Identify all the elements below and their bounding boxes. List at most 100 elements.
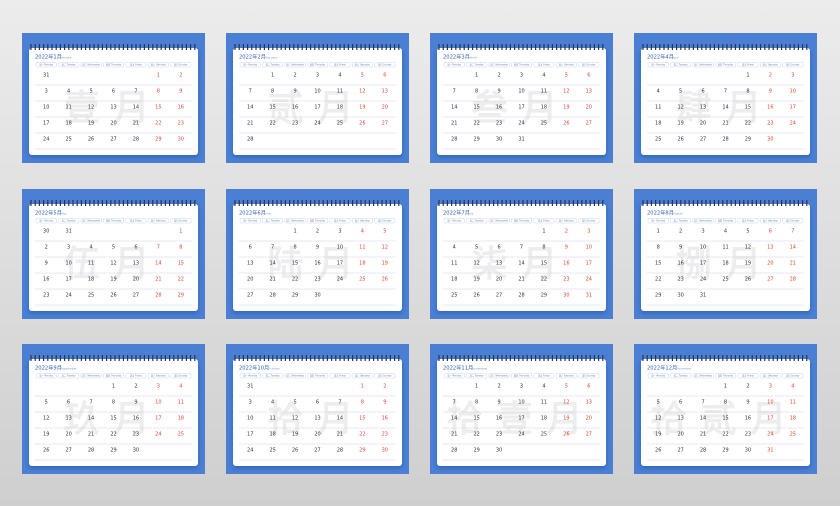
day-number: 11 [359,245,365,251]
day-number: 15 [722,416,728,422]
day-number: 18 [790,416,796,422]
day-number: 9 [746,400,749,406]
weekday-pill [170,62,192,68]
weekday-pill [239,218,261,224]
weekday-pill [374,62,396,68]
day-number: 8 [271,89,274,95]
day-number: 25 [269,448,275,454]
day-number: 2 [769,73,772,79]
day-number: 26 [292,448,298,454]
weekday-pill [466,62,488,68]
day-number: 29 [110,448,116,454]
weekday-label: 周五 Friday [130,218,142,222]
weekday-pill [351,62,373,68]
weekday-pill [103,373,124,379]
day-number: 15 [473,105,479,111]
day-number: 22 [541,277,547,283]
weekday-pill [533,373,555,379]
day-number: 21 [451,121,457,127]
day-number: 30 [563,293,569,299]
day-number: 16 [43,277,49,283]
day-number: 17 [314,105,320,111]
day-number: 1 [112,384,115,390]
day-number: 19 [110,277,116,283]
weekday-label: 周三 Wednesday [286,62,304,66]
day-number: 26 [382,277,388,283]
day-number: 28 [133,137,139,143]
weekday-label: 周一 Monday [39,218,53,222]
day-number: 27 [314,448,320,454]
weekday-pill [80,62,102,68]
day-number: 24 [314,121,320,127]
day-number: 28 [518,293,524,299]
weekday-pill [147,373,169,379]
day-number: 6 [701,89,704,95]
weekday-pill [759,218,781,224]
day-number: 29 [473,137,479,143]
day-number: 26 [655,448,661,454]
day-number: 16 [745,416,751,422]
weekday-pill [351,373,373,379]
day-number: 2 [45,245,48,251]
day-number: 23 [133,432,139,438]
weekday-label: 周五 Friday [130,62,142,66]
day-number: 1 [179,229,182,235]
day-number: 6 [134,245,137,251]
weekday-pill [329,62,351,68]
weekday-label: 周一 Monday [447,373,461,377]
day-number: 9 [497,400,500,406]
day-number: 2 [497,384,500,390]
card [233,359,402,466]
month-subtitle: May [60,211,66,215]
day-number: 11 [451,261,457,267]
day-number: 2 [383,384,386,390]
day-number: 26 [745,277,751,283]
day-number: 29 [292,293,298,299]
day-number: 27 [677,448,683,454]
day-number: 29 [178,293,184,299]
day-number: 1 [157,73,160,79]
weekday-pill [578,373,600,379]
day-number: 22 [155,121,161,127]
day-number: 24 [65,293,71,299]
day-number: 10 [586,245,592,251]
month-title: 2022年1月 [35,53,62,61]
day-number: 13 [496,261,502,267]
day-number: 19 [473,277,479,283]
day-number: 10 [518,89,524,95]
day-number: 2 [179,73,182,79]
day-number: 10 [700,245,706,251]
weekday-pill [533,62,555,68]
weekday-pill [692,62,714,68]
day-number: 2 [497,73,500,79]
day-number: 31 [43,73,49,79]
day-number: 13 [677,416,683,422]
day-number: 30 [767,137,773,143]
day-number: 17 [586,261,592,267]
day-number: 28 [700,448,706,454]
weekday-pill [170,373,192,379]
day-number: 19 [655,432,661,438]
weekday-label: 周五 Friday [742,373,754,377]
day-number: 5 [45,400,48,406]
weekday-label: 周三 Wednesday [82,218,100,222]
day-number: 1 [475,73,478,79]
day-number: 29 [359,448,365,454]
day-number: 14 [337,416,343,422]
weekday-pill [692,218,714,224]
day-number: 6 [67,400,70,406]
weekday-pill [374,373,396,379]
month-subtitle: April [672,55,679,59]
day-number: 16 [292,105,298,111]
weekday-label: 周二 Tuesday [62,62,77,66]
day-number: 16 [563,261,569,267]
day-number: 5 [565,384,568,390]
day-number: 11 [337,89,343,95]
day-number: 23 [314,277,320,283]
day-number: 16 [677,261,683,267]
weekday-pill [759,373,781,379]
weekday-pill [35,373,57,379]
